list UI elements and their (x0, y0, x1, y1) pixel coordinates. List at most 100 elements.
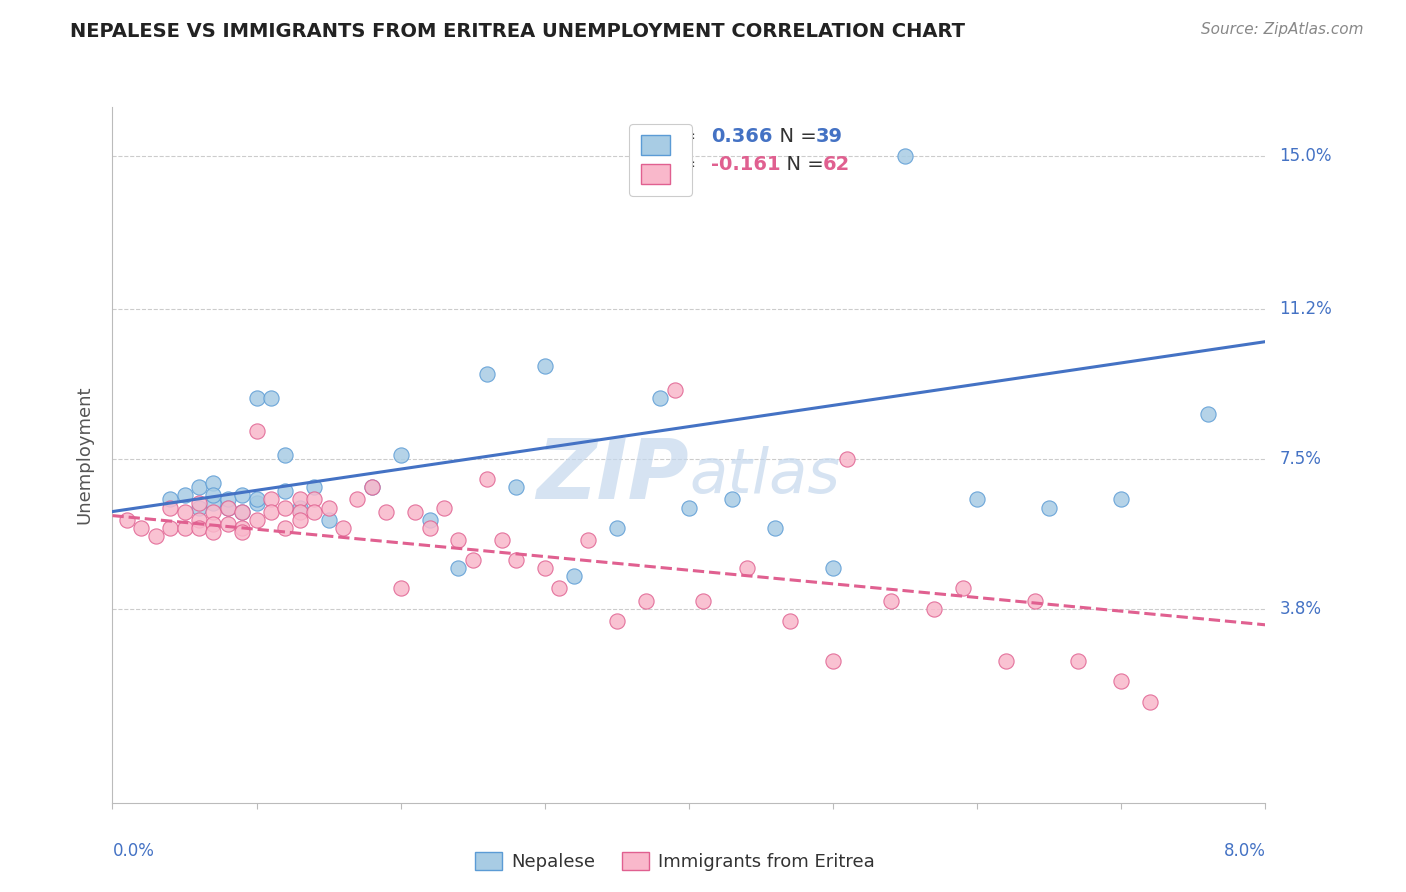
Point (159, 521, 181, 535)
Point (533, 359, 555, 373)
Point (692, 593, 714, 607)
Point (952, 582, 974, 596)
Point (389, 582, 412, 596)
Point (202, 504, 225, 518)
Point (217, 492, 239, 507)
Point (202, 516, 225, 531)
Point (274, 521, 297, 535)
Text: 0.0%: 0.0% (112, 842, 155, 860)
Text: 3.8%: 3.8% (1279, 599, 1322, 617)
Text: 39: 39 (815, 127, 842, 145)
Point (159, 492, 181, 507)
Point (288, 500, 311, 515)
Point (202, 476, 225, 491)
Legend: , : , (630, 124, 692, 196)
Point (346, 492, 368, 507)
Point (159, 500, 181, 515)
Point (304, 492, 326, 507)
Point (505, 480, 527, 494)
Text: 11.2%: 11.2% (1279, 301, 1331, 318)
Point (231, 504, 253, 518)
Point (447, 561, 470, 575)
Point (288, 492, 311, 507)
Point (360, 480, 382, 494)
Point (202, 496, 225, 510)
Point (1067, 654, 1090, 668)
Point (678, 500, 700, 515)
Text: N =: N = (768, 127, 824, 145)
Point (217, 500, 239, 515)
Point (837, 452, 859, 467)
Point (173, 504, 195, 518)
Point (648, 392, 672, 406)
Point (231, 521, 253, 535)
Point (404, 504, 426, 518)
Point (260, 492, 283, 507)
Point (1038, 500, 1060, 515)
Point (375, 504, 398, 518)
Point (779, 614, 801, 628)
Point (562, 569, 585, 583)
Point (129, 521, 153, 535)
Text: 8.0%: 8.0% (1223, 842, 1265, 860)
Point (433, 500, 456, 515)
Point (288, 504, 311, 518)
Point (491, 533, 513, 547)
Point (245, 492, 267, 507)
Point (304, 480, 326, 494)
Point (634, 593, 657, 607)
Point (173, 488, 195, 502)
Point (274, 500, 297, 515)
Point (332, 521, 354, 535)
Point (217, 500, 239, 515)
Point (765, 521, 787, 535)
Point (922, 601, 945, 615)
Point (360, 480, 382, 494)
Point (231, 504, 253, 518)
Text: R =: R = (661, 154, 703, 174)
Point (419, 513, 441, 527)
Point (821, 561, 844, 575)
Point (217, 516, 239, 531)
Point (245, 392, 267, 406)
Text: 0.366: 0.366 (711, 127, 772, 145)
Text: NEPALESE VS IMMIGRANTS FROM ERITREA UNEMPLOYMENT CORRELATION CHART: NEPALESE VS IMMIGRANTS FROM ERITREA UNEM… (70, 22, 966, 41)
Text: Source: ZipAtlas.com: Source: ZipAtlas.com (1201, 22, 1364, 37)
Point (260, 392, 283, 406)
Point (245, 424, 267, 438)
Point (115, 513, 138, 527)
Point (576, 533, 599, 547)
Point (245, 513, 267, 527)
Point (260, 504, 283, 518)
Point (419, 521, 441, 535)
Point (389, 448, 412, 462)
Point (966, 492, 988, 507)
Point (188, 521, 211, 535)
Point (606, 614, 628, 628)
Y-axis label: Unemployment: Unemployment (76, 385, 94, 524)
Text: ZIP: ZIP (536, 435, 689, 516)
Point (735, 561, 758, 575)
Text: 7.5%: 7.5% (1279, 450, 1322, 468)
Legend: Nepalese, Immigrants from Eritrea: Nepalese, Immigrants from Eritrea (468, 846, 882, 879)
Point (188, 496, 211, 510)
Point (721, 492, 744, 507)
Point (202, 488, 225, 502)
Point (274, 448, 297, 462)
Point (231, 524, 253, 539)
Text: N =: N = (775, 154, 831, 174)
Point (995, 654, 1018, 668)
Point (505, 553, 527, 567)
Point (274, 484, 297, 499)
Point (880, 593, 903, 607)
Point (245, 496, 267, 510)
Text: atlas: atlas (689, 446, 839, 506)
Point (1139, 695, 1161, 709)
Point (475, 367, 498, 381)
Text: -0.161: -0.161 (711, 154, 780, 174)
Point (447, 533, 470, 547)
Point (188, 500, 211, 515)
Point (821, 654, 844, 668)
Point (475, 472, 498, 486)
Point (231, 488, 253, 502)
